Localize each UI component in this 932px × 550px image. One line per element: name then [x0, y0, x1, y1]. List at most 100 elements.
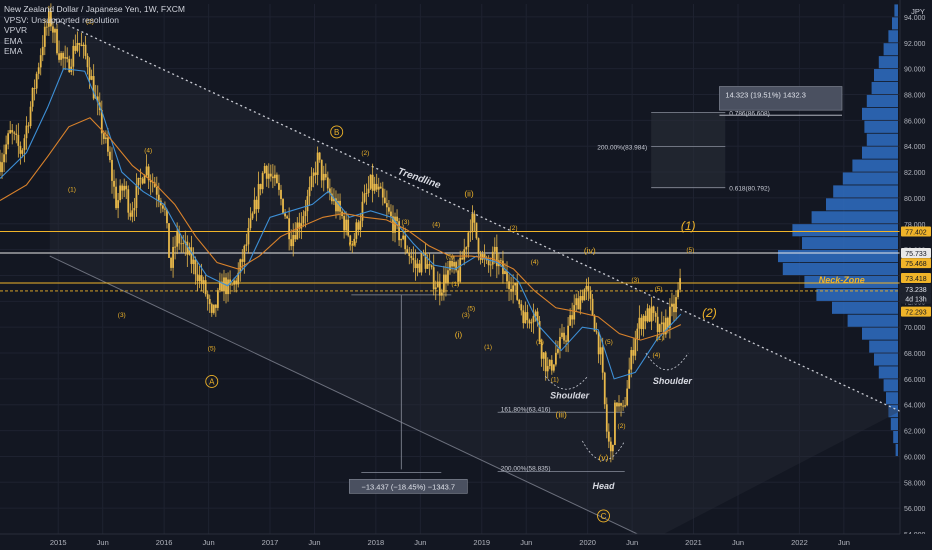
- pattern-arc: [544, 376, 588, 390]
- price-badge-label: 75.468: [905, 261, 927, 268]
- volume-profile-bar: [890, 418, 898, 431]
- pattern-label: Shoulder: [653, 376, 692, 386]
- candle-body: [84, 44, 87, 56]
- candle-body: [630, 350, 633, 370]
- candle-body: [554, 352, 557, 365]
- candle-body: [351, 244, 354, 246]
- candle-body: [607, 431, 610, 442]
- indicator-ema-2[interactable]: EMA: [4, 46, 23, 56]
- candle-body: [569, 315, 572, 326]
- candle-body: [616, 402, 618, 407]
- candle-body: [589, 291, 592, 299]
- x-tick-label: 2017: [262, 538, 279, 547]
- indicator-vpsv[interactable]: VPSV: Unsupported resolution: [4, 14, 119, 25]
- candle-body: [74, 45, 77, 51]
- candle-body: [626, 388, 629, 406]
- candle-body: [371, 174, 374, 191]
- indicator-ema-1[interactable]: EMA: [4, 35, 23, 46]
- indicator-vpvr[interactable]: VPVR: [4, 25, 28, 35]
- candle-body: [62, 53, 65, 59]
- candle-body: [445, 274, 447, 284]
- ema-fast-line: [0, 68, 682, 380]
- volume-profile-bar: [811, 211, 898, 224]
- candle-body: [239, 259, 242, 273]
- candle-body: [310, 176, 313, 188]
- price-badge-label: 73.418: [905, 276, 927, 283]
- price-badge: [901, 284, 931, 295]
- candle-body: [548, 359, 551, 367]
- wave-label: (1): [451, 281, 459, 288]
- candle-body: [418, 263, 421, 273]
- candle-body: [119, 185, 122, 201]
- candle-body: [609, 441, 612, 452]
- fib-projection-label: 0.618(80.792): [729, 186, 769, 193]
- wave-label: (1): [68, 186, 76, 193]
- x-tick-label: Jun: [308, 538, 320, 547]
- candle-body: [518, 299, 521, 305]
- x-tick-label: 2019: [473, 538, 490, 547]
- candle-body: [131, 210, 134, 217]
- candle-body: [379, 186, 382, 189]
- volume-profile-bar: [778, 250, 898, 263]
- y-tick-label: 82.000: [904, 170, 926, 177]
- candle-body: [52, 26, 54, 33]
- candle-body: [603, 372, 606, 405]
- x-tick-label: Jun: [838, 538, 850, 547]
- candle-body: [491, 251, 494, 265]
- candle-body: [90, 76, 93, 80]
- volume-profile-bar: [852, 159, 898, 172]
- candle-body: [408, 252, 411, 257]
- candle-body: [583, 289, 586, 301]
- candle-body: [33, 88, 36, 89]
- candle-body: [306, 196, 309, 212]
- candle-body: [269, 173, 272, 177]
- symbol-title[interactable]: New Zealand Dollar / Japanese Yen, 1W, F…: [4, 4, 185, 14]
- candle-body: [115, 186, 117, 209]
- y-tick-label: 86.000: [904, 118, 926, 125]
- candle-body: [669, 306, 671, 328]
- candle-body: [347, 219, 350, 236]
- candle-body: [524, 312, 527, 324]
- candle-body: [512, 285, 515, 292]
- candle-body: [579, 296, 582, 310]
- candle-body: [60, 53, 62, 60]
- x-tick-label: Jun: [414, 538, 426, 547]
- candle-body: [25, 125, 28, 139]
- candle-body: [662, 322, 665, 335]
- volume-profile-bar: [883, 379, 898, 392]
- fibonacci-tools: 0.786(86.608) 200.00%(83.984) 0.618(80.792…: [348, 86, 843, 494]
- candle-body: [618, 403, 620, 407]
- candle-body: [111, 159, 113, 181]
- wave-label: (1): [349, 241, 357, 248]
- price-badge: [901, 248, 931, 259]
- candle-body: [538, 321, 541, 342]
- wave-circle: [205, 375, 219, 388]
- candle-body: [188, 247, 191, 255]
- candle-body: [489, 264, 492, 266]
- volume-profile-bar: [869, 340, 898, 353]
- candle-body: [96, 96, 99, 103]
- candle-body: [404, 235, 407, 250]
- ema-slow-line: [0, 117, 682, 341]
- candle-body: [402, 235, 405, 240]
- candle-body: [172, 246, 174, 268]
- candle-body: [241, 259, 244, 262]
- candle-body: [361, 201, 364, 221]
- candle-body: [164, 208, 166, 210]
- candle-body: [1, 162, 3, 173]
- wave-label: (i): [455, 330, 463, 340]
- wave-label: (1): [656, 335, 664, 342]
- candle-body: [355, 222, 358, 239]
- volume-profile-bar: [888, 30, 898, 43]
- channel: [49, 16, 901, 541]
- candle-body: [536, 311, 539, 322]
- candle-body: [646, 308, 649, 322]
- candle-body: [390, 211, 392, 217]
- candle-body: [133, 208, 136, 211]
- candle-body: [546, 366, 549, 372]
- candle-body: [426, 264, 429, 269]
- price-badge: [901, 273, 931, 284]
- wave-label: (iv): [584, 245, 596, 255]
